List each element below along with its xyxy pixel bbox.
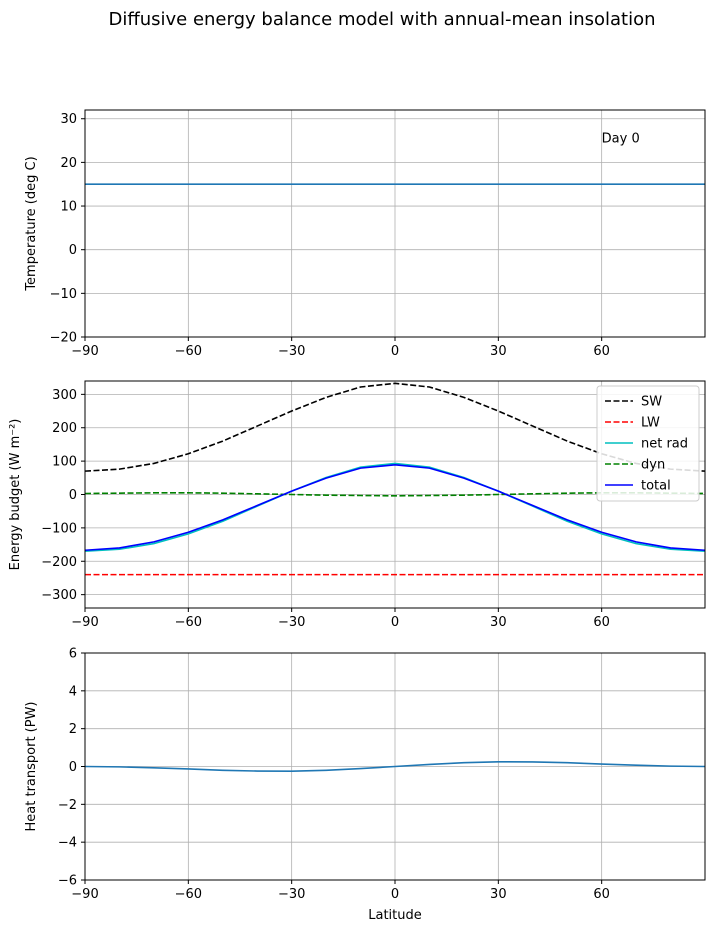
y-tick-label: 30 xyxy=(60,112,77,127)
series-line-total xyxy=(85,463,705,552)
legend-label: SW xyxy=(641,395,662,410)
y-tick-label: 0 xyxy=(69,243,77,258)
y-axis-label: Heat transport (PW) xyxy=(24,701,39,831)
legend-label: total xyxy=(641,479,671,494)
y-axis-label: Temperature (deg C) xyxy=(24,156,39,291)
x-tick-label: 0 xyxy=(391,615,399,630)
y-tick-label: 2 xyxy=(69,722,77,737)
y-tick-label: −300 xyxy=(41,588,77,603)
legend: SW LW net rad dyn total xyxy=(596,385,700,502)
x-tick-label: −30 xyxy=(278,344,305,359)
legend-label: dyn xyxy=(641,458,665,473)
y-tick-label: 4 xyxy=(69,684,77,699)
x-tick-label: 30 xyxy=(490,887,507,902)
x-tick-label: −90 xyxy=(71,887,98,902)
y-tick-label: 100 xyxy=(52,455,77,470)
y-tick-label: −20 xyxy=(50,331,77,346)
x-tick-label: 60 xyxy=(593,344,610,359)
x-tick-label: 0 xyxy=(391,887,399,902)
legend-label: LW xyxy=(641,416,660,431)
panel-1: −90 −60 −30 0 30 60 −20 −10 0 10 20 30 Temperature (… xyxy=(24,109,706,359)
y-tick-label: −2 xyxy=(58,798,77,813)
x-tick-label: −60 xyxy=(175,615,202,630)
x-tick-label: 30 xyxy=(490,615,507,630)
legend-box xyxy=(596,385,700,502)
panel-3: −90 −60 −30 0 30 60 −6 −4 −2 0 2 4 6 Heat transport (… xyxy=(24,647,706,923)
y-tick-label: −100 xyxy=(41,521,77,536)
day-annotation: Day 0 xyxy=(602,132,640,147)
series-line-net-rad xyxy=(85,462,705,553)
x-tick-label: −30 xyxy=(278,887,305,902)
y-tick-label: 20 xyxy=(60,156,77,171)
x-tick-label: −60 xyxy=(175,887,202,902)
y-tick-label: 10 xyxy=(60,200,77,215)
x-tick-label: 60 xyxy=(593,615,610,630)
figure-title: Diffusive energy balance model with annu… xyxy=(108,9,655,30)
y-tick-label: 0 xyxy=(69,488,77,503)
y-tick-label: 6 xyxy=(69,647,77,662)
y-tick-label: 200 xyxy=(52,421,77,436)
y-tick-label: −200 xyxy=(41,555,77,570)
x-tick-label: −90 xyxy=(71,615,98,630)
panel-2: −90 −60 −30 0 30 60−300−200−1000100200300Ener… xyxy=(8,380,706,630)
y-tick-label: 300 xyxy=(52,388,77,403)
x-axis-label: Latitude xyxy=(368,908,422,923)
x-tick-label: −60 xyxy=(175,344,202,359)
x-tick-label: −90 xyxy=(71,344,98,359)
y-tick-label: −4 xyxy=(58,836,77,851)
y-axis-label: Energy budget (W m⁻²) xyxy=(8,419,23,571)
x-tick-label: 0 xyxy=(391,344,399,359)
x-tick-label: 30 xyxy=(490,344,507,359)
x-tick-label: 60 xyxy=(593,887,610,902)
y-tick-label: 0 xyxy=(69,760,77,775)
series-line xyxy=(85,760,705,773)
y-tick-label: −6 xyxy=(58,874,77,889)
legend-label: net rad xyxy=(641,437,688,452)
x-tick-label: −30 xyxy=(278,615,305,630)
series-line-dyn xyxy=(85,492,705,497)
y-tick-label: −10 xyxy=(50,287,77,302)
